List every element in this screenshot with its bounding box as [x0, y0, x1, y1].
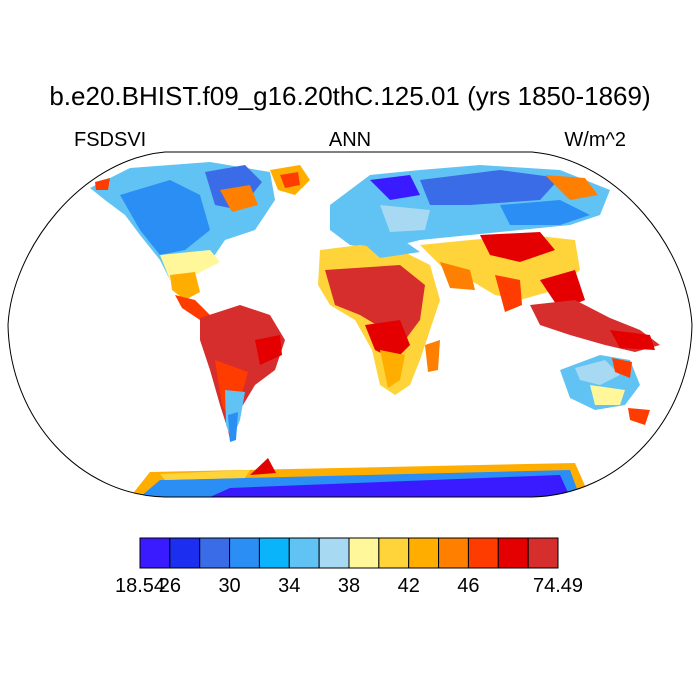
colorbar-box: [348, 537, 380, 569]
colorbar-box: [527, 537, 559, 569]
colorbar-box: [497, 537, 529, 569]
australia: [560, 355, 650, 425]
colorbar-box: [288, 537, 320, 569]
greenland: [270, 165, 310, 195]
colorbar-box: [467, 537, 499, 569]
africa: [318, 238, 440, 395]
variable-label: FSDSVI: [74, 129, 147, 151]
antarctica: [130, 458, 590, 497]
colorbar-box: [408, 537, 440, 569]
colorbar-box: [169, 537, 201, 569]
maritime-continent: [530, 300, 660, 352]
colorbar-box: [318, 537, 350, 569]
map-outline: [7, 151, 693, 498]
colorbar-tick-label: 18.54: [115, 575, 165, 597]
colorbar-box: [258, 537, 290, 569]
period-label: ANN: [328, 129, 372, 151]
units-label: W/m^2: [564, 129, 626, 151]
south-america: [200, 305, 285, 442]
colorbar-box: [378, 537, 410, 569]
colorbar-boxes: [139, 537, 559, 569]
eurasia: [330, 165, 610, 250]
colorbar-tick-label: 42: [398, 575, 420, 597]
colorbar-tick-label: 38: [338, 575, 360, 597]
colorbar-tick-label: 46: [457, 575, 479, 597]
colorbar-box: [438, 537, 469, 569]
colorbar-box: [139, 537, 171, 569]
asia-south: [420, 232, 585, 312]
north-america: [90, 162, 275, 320]
colorbar-box: [199, 537, 231, 569]
plot-title: b.e20.BHIST.f09_g16.20thC.125.01 (yrs 18…: [49, 81, 651, 111]
colorbar-tick-label: 74.49: [533, 575, 583, 597]
colorbar-box: [229, 537, 260, 569]
colorbar-tick-label: 30: [218, 575, 240, 597]
colorbar-tick-label: 34: [278, 575, 300, 597]
colorbar-tick-label: 26: [159, 575, 181, 597]
